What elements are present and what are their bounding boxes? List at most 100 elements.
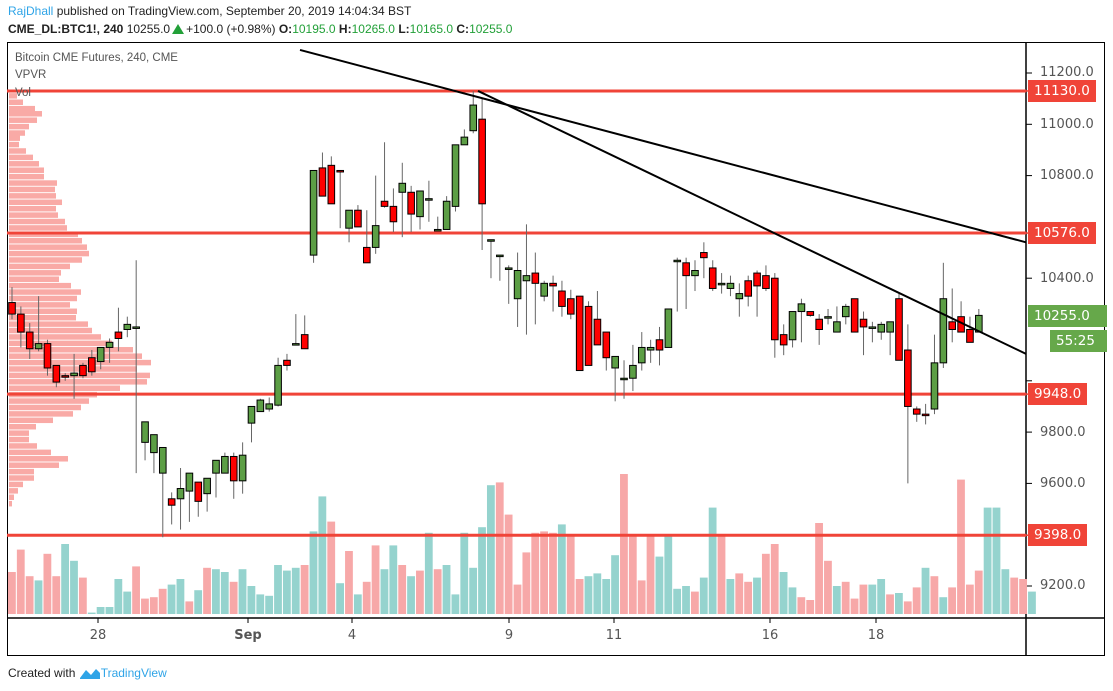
candle-body: [363, 246, 371, 264]
volume-bar: [957, 479, 965, 614]
candle-body: [354, 209, 362, 228]
volume-bar: [655, 556, 664, 614]
vpvr-bar: [9, 173, 44, 180]
high-label: H:: [338, 22, 352, 36]
vpvr-bar: [9, 199, 62, 206]
vpvr-bar: [9, 385, 120, 391]
candle-body: [17, 313, 25, 333]
trendline: [299, 48, 1027, 244]
candle-body: [868, 326, 877, 329]
candle-body: [283, 359, 291, 366]
candle-body: [132, 326, 140, 329]
volume-bar: [522, 552, 531, 614]
volume-bar: [300, 565, 309, 614]
volume-bar: [744, 581, 753, 614]
vpvr-bar: [9, 359, 151, 366]
vpvr-bar: [9, 186, 55, 193]
x-tick-label: 18: [867, 628, 885, 643]
volume-bar: [895, 593, 903, 614]
low-value: 10165.0: [409, 22, 454, 36]
volume-bar: [495, 482, 504, 614]
volume-bar: [194, 590, 203, 614]
volume-bar: [735, 573, 744, 614]
vpvr-bar: [9, 105, 35, 112]
vpvr-bar: [9, 430, 29, 436]
candle-body: [504, 267, 513, 270]
volume-bar: [504, 514, 513, 614]
high-value: 10265.0: [351, 22, 395, 36]
candle-body: [380, 200, 389, 207]
candle-body: [930, 362, 939, 410]
vpvr-bar: [9, 295, 77, 302]
candle-body: [886, 321, 894, 333]
candle-body: [345, 209, 353, 229]
open-label: O:: [278, 22, 293, 36]
vpvr-bar: [9, 282, 71, 289]
vpvr-bar: [9, 417, 53, 424]
candle-body: [779, 334, 788, 346]
candle-body: [460, 136, 469, 146]
vpvr-bar: [9, 398, 89, 404]
volume-bar: [87, 612, 96, 614]
candle-body: [496, 254, 504, 258]
vpvr-bar: [9, 212, 58, 218]
volume-bar: [274, 565, 282, 614]
vpvr-bar: [9, 314, 76, 321]
candle-body: [327, 164, 336, 205]
volume-bar: [318, 496, 327, 614]
vpvr-bar: [9, 99, 23, 105]
candle-body: [194, 481, 203, 502]
candle-body: [478, 118, 486, 205]
vpvr-bar: [9, 334, 101, 340]
volume-bar: [61, 544, 70, 614]
x-tick-label: 4: [347, 628, 357, 643]
indicator-vol[interactable]: Vol: [15, 87, 31, 99]
vpvr-bar: [9, 257, 82, 263]
vpvr-bar: [9, 353, 142, 359]
indicator-vpvr[interactable]: VPVR: [15, 69, 47, 81]
candle-body: [141, 421, 149, 443]
close-value: 10255.0: [469, 22, 513, 36]
tradingview-link[interactable]: TradingView: [100, 666, 167, 680]
candle-body: [522, 275, 531, 282]
candle-body: [540, 282, 549, 297]
volume-bar: [682, 586, 690, 614]
volume-bar: [779, 572, 788, 614]
candle-body: [318, 167, 327, 197]
volume-bar: [478, 527, 486, 614]
candle-body: [593, 318, 602, 346]
candle-body: [247, 405, 256, 424]
vpvr-bar: [9, 411, 73, 417]
candle-body: [700, 252, 708, 259]
candle-body: [442, 200, 451, 230]
volume-bar: [282, 570, 291, 614]
candle-body: [575, 295, 584, 372]
candle-body: [371, 225, 380, 248]
vpvr-bar: [9, 379, 147, 385]
vpvr-bar: [9, 481, 23, 488]
candle-body: [815, 318, 823, 330]
volume-bar: [34, 580, 43, 614]
volume-bar: [673, 588, 682, 614]
footer: Created with TradingView: [8, 666, 167, 680]
candle-body: [407, 191, 415, 215]
volume-bar: [442, 565, 451, 614]
resistance-badge-10576: 10576.0: [1028, 222, 1096, 244]
vpvr-bar: [9, 225, 67, 231]
vpvr-bar: [9, 327, 92, 334]
volume-bar: [212, 569, 220, 614]
vpvr-bar: [9, 456, 68, 462]
volume-bar: [699, 577, 708, 614]
volume-bar: [433, 569, 442, 614]
candle-body: [912, 408, 921, 415]
x-tick-label: 9: [504, 628, 514, 643]
author-link[interactable]: RajDhall: [8, 4, 54, 18]
vpvr-bar: [9, 111, 42, 117]
volume-bar: [149, 597, 158, 614]
volume-bar: [575, 579, 584, 614]
volume-bar: [930, 576, 939, 614]
candle-body: [70, 372, 78, 377]
volume-bar: [620, 474, 628, 614]
volume-bar: [1028, 591, 1036, 614]
